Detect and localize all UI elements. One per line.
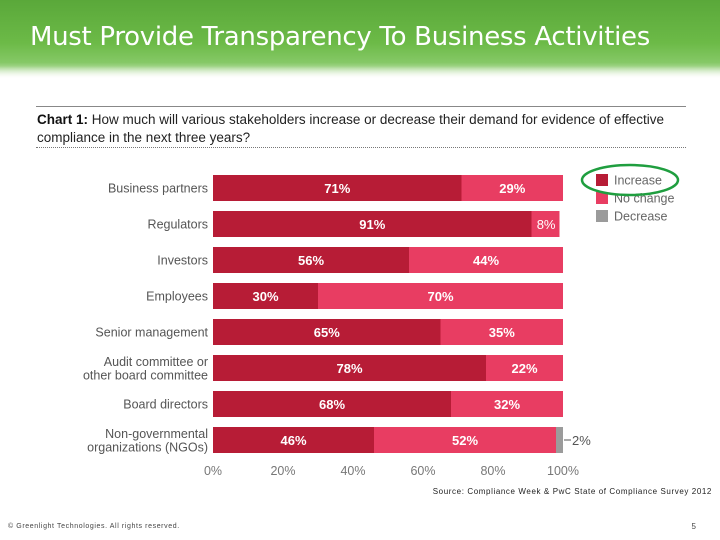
category-label-line: organizations (NGOs) — [87, 441, 208, 455]
legend-swatch — [596, 192, 608, 204]
x-tick-label: 0% — [204, 464, 222, 478]
data-label: 71% — [324, 181, 350, 196]
legend-label: Decrease — [614, 210, 668, 224]
page-number: 5 — [691, 522, 696, 531]
chart-heading-rule — [36, 106, 686, 107]
chart-heading-text: How much will various stakeholders incre… — [37, 112, 665, 145]
bar-segment-no-change — [409, 247, 563, 273]
x-tick-label: 80% — [480, 464, 505, 478]
chart-heading: Chart 1: How much will various stakehold… — [37, 111, 677, 147]
category-label: Audit committee or other board committee — [83, 355, 208, 383]
bar-segment-no-change — [451, 391, 563, 417]
category-label: Senior management — [95, 326, 208, 340]
title-bar: Must Provide Transparency To Business Ac… — [0, 0, 720, 78]
bar-segment-increase — [213, 427, 374, 453]
category-label: Business partners — [108, 182, 208, 196]
category-label: Investors — [157, 254, 208, 268]
x-tick-label: 40% — [340, 464, 365, 478]
bar-segment-increase — [213, 175, 462, 201]
data-label: 22% — [511, 361, 537, 376]
data-label: 65% — [314, 325, 340, 340]
data-label: 8% — [537, 217, 556, 232]
bar-segment-no-change — [486, 355, 563, 381]
data-label: 29% — [499, 181, 525, 196]
bar-segment-increase — [213, 211, 532, 237]
x-tick-label: 60% — [410, 464, 435, 478]
bar-segment-increase — [213, 247, 409, 273]
data-label: 44% — [473, 253, 499, 268]
bar-segment-no-change — [318, 283, 563, 309]
category-label-line: other board committee — [83, 369, 208, 383]
data-label: 68% — [319, 397, 345, 412]
chart-heading-prefix: Chart 1: — [37, 112, 89, 127]
bar-segment-no-change — [531, 211, 560, 237]
legend-highlight-ellipse — [580, 163, 680, 197]
category-label-line: Audit committee or — [104, 355, 208, 369]
copyright-footer: © Greenlight Technologies. All rights re… — [8, 523, 180, 530]
bar-segment-no-change — [374, 427, 556, 453]
data-label: 32% — [494, 397, 520, 412]
category-label: Non-governmental organizations (NGOs) — [87, 427, 208, 455]
data-label: 2% — [572, 433, 591, 448]
x-tick-label: 20% — [270, 464, 295, 478]
chart-heading-divider — [36, 147, 686, 148]
data-label: 70% — [427, 289, 453, 304]
category-label: Regulators — [148, 218, 208, 232]
slide-title: Must Provide Transparency To Business Ac… — [30, 22, 650, 52]
category-label: Employees — [146, 290, 208, 304]
bar-segment-increase — [213, 319, 441, 345]
legend-swatch — [596, 174, 608, 186]
legend-label: Increase — [614, 174, 662, 188]
data-label: 52% — [452, 433, 478, 448]
bar-segment-no-change — [461, 175, 563, 201]
data-label: 78% — [336, 361, 362, 376]
category-label: Board directors — [123, 398, 208, 412]
data-label: 46% — [280, 433, 306, 448]
bar-segment-decrease — [556, 427, 563, 453]
data-label: 30% — [252, 289, 278, 304]
source-note: Source: Compliance Week & PwC State of C… — [432, 487, 712, 496]
bar-segment-increase — [213, 355, 486, 381]
bar-segment-increase — [213, 391, 451, 417]
data-label: 35% — [489, 325, 515, 340]
data-label: 56% — [298, 253, 324, 268]
bar-segment-increase — [213, 283, 318, 309]
category-label-line: Non-governmental — [105, 427, 208, 441]
x-tick-label: 100% — [547, 464, 579, 478]
bar-segment-no-change — [440, 319, 563, 345]
data-label: 91% — [359, 217, 385, 232]
legend-swatch — [596, 210, 608, 222]
